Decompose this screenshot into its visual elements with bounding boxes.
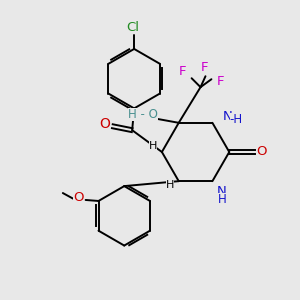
Text: O: O [99, 117, 110, 131]
Text: H: H [218, 194, 227, 206]
Text: F: F [217, 75, 224, 88]
Text: H - O: H - O [128, 108, 158, 122]
Text: H: H [166, 180, 174, 190]
Text: F: F [179, 65, 186, 78]
Text: O: O [74, 191, 84, 205]
Text: F: F [201, 61, 208, 74]
Text: Cl: Cl [127, 21, 140, 34]
Text: O: O [257, 146, 267, 158]
Text: H: H [149, 141, 157, 151]
Text: N: N [222, 110, 232, 123]
Text: N: N [217, 184, 226, 198]
Text: -H: -H [230, 113, 243, 126]
